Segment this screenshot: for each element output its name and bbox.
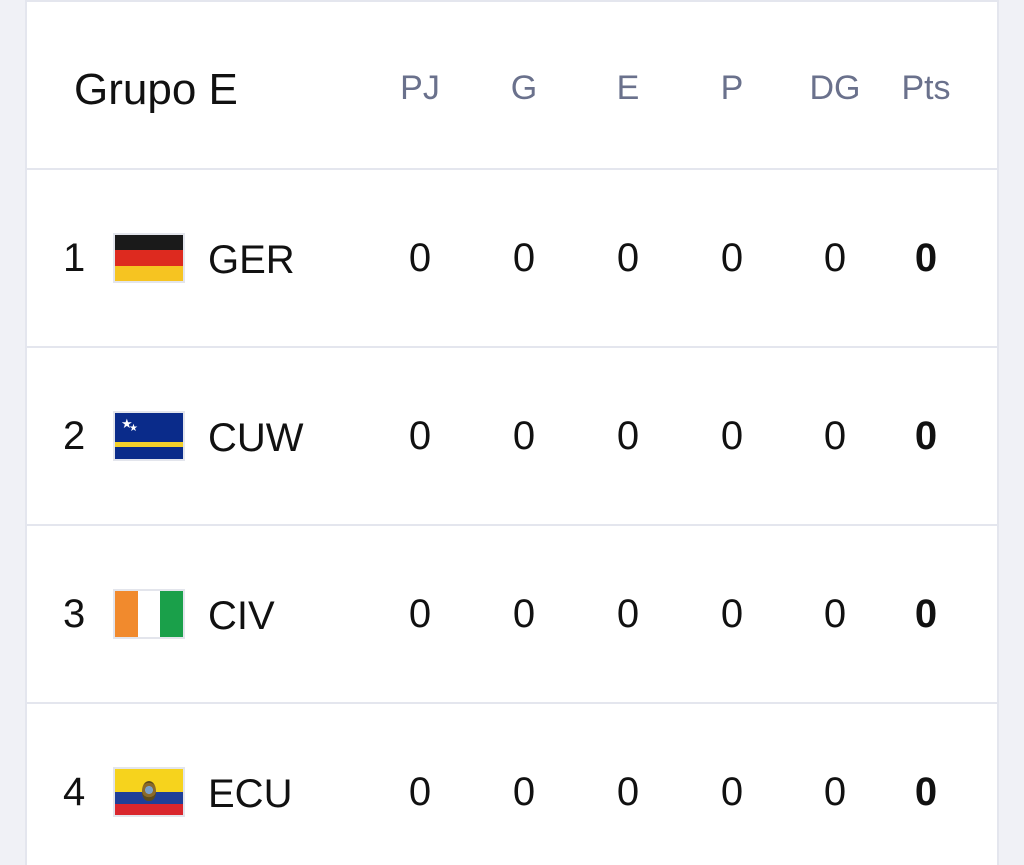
team-rank: 1: [63, 236, 86, 280]
stat-pj: 0: [408, 236, 432, 280]
table-row[interactable]: 4 ECU 0 0 0 0 0 0: [27, 704, 997, 865]
team-code: CUW: [208, 416, 304, 460]
column-header-p: P: [720, 69, 744, 107]
team-rank: 3: [63, 592, 86, 636]
stat-pts: 0: [914, 414, 938, 458]
ivory-coast-flag-icon: [115, 591, 183, 637]
column-header-g: G: [510, 69, 538, 107]
group-title: Grupo E: [74, 65, 238, 114]
germany-flag-icon: [115, 235, 183, 281]
column-header-pts: Pts: [901, 69, 951, 107]
stat-g: 0: [512, 770, 536, 814]
stat-pts: 0: [914, 236, 938, 280]
column-header-e: E: [616, 69, 640, 107]
curacao-flag-icon: ★ ★: [115, 413, 183, 459]
stat-p: 0: [720, 592, 744, 636]
stat-e: 0: [616, 414, 640, 458]
stat-g: 0: [512, 414, 536, 458]
stat-pj: 0: [408, 770, 432, 814]
standings-header: Grupo E PJ G E P DG Pts: [27, 0, 997, 170]
stat-pts: 0: [914, 592, 938, 636]
table-row[interactable]: 2 ★ ★ CUW 0 0 0 0 0 0: [27, 348, 997, 526]
group-standings-card: Grupo E PJ G E P DG Pts 1 GER 0 0 0 0 0 …: [25, 0, 999, 865]
stat-dg: 0: [823, 592, 847, 636]
stat-g: 0: [512, 236, 536, 280]
team-rank: 4: [63, 770, 86, 814]
stat-pj: 0: [408, 592, 432, 636]
stat-pts: 0: [914, 770, 938, 814]
stat-e: 0: [616, 592, 640, 636]
stat-dg: 0: [823, 236, 847, 280]
stat-p: 0: [720, 414, 744, 458]
column-header-dg: DG: [809, 69, 861, 107]
stat-e: 0: [616, 770, 640, 814]
team-code: CIV: [208, 594, 275, 638]
column-header-pj: PJ: [400, 69, 440, 107]
stat-dg: 0: [823, 414, 847, 458]
stat-e: 0: [616, 236, 640, 280]
ecuador-flag-icon: [115, 769, 183, 815]
stat-pj: 0: [408, 414, 432, 458]
team-code: GER: [208, 238, 295, 282]
team-rank: 2: [63, 414, 86, 458]
stat-p: 0: [720, 770, 744, 814]
table-row[interactable]: 3 CIV 0 0 0 0 0 0: [27, 526, 997, 704]
table-row[interactable]: 1 GER 0 0 0 0 0 0: [27, 170, 997, 348]
team-code: ECU: [208, 772, 293, 816]
stat-dg: 0: [823, 770, 847, 814]
stat-p: 0: [720, 236, 744, 280]
stat-g: 0: [512, 592, 536, 636]
